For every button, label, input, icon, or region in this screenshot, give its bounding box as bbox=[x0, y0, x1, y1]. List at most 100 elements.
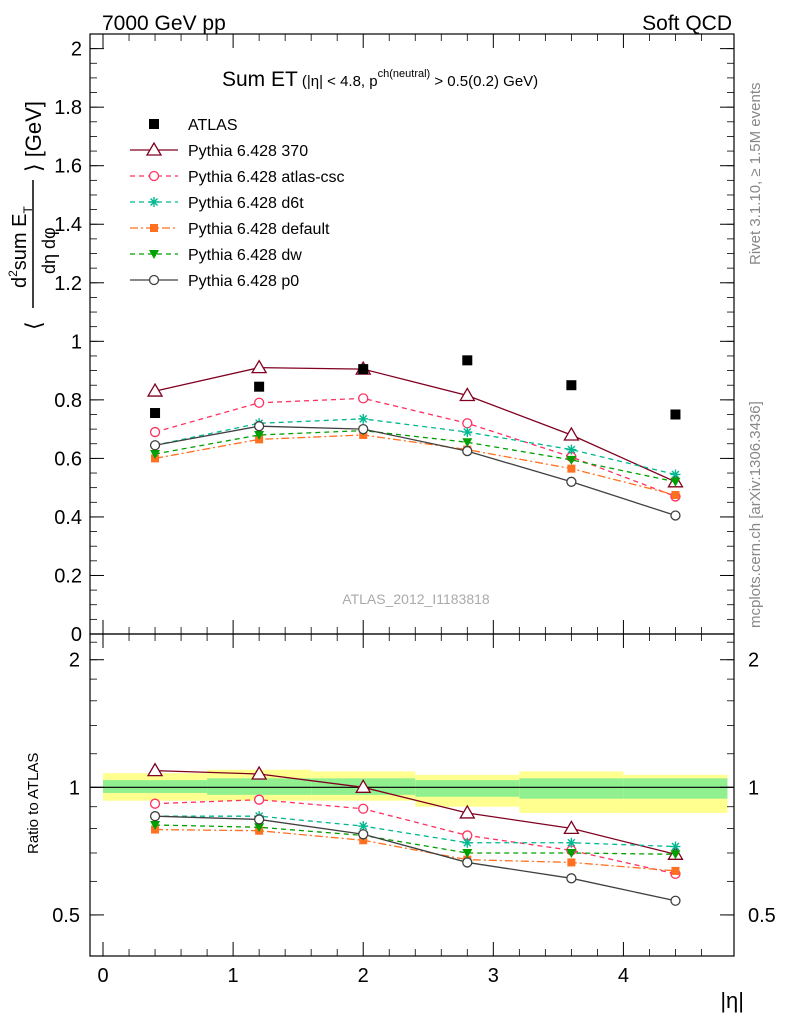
legend-label: ATLAS bbox=[188, 117, 238, 134]
ratio-band-inner bbox=[207, 778, 312, 795]
ratio-ytick-label: 1 bbox=[69, 777, 80, 799]
mc-marker-main bbox=[566, 455, 577, 465]
mc-marker-ratio bbox=[459, 804, 476, 819]
atlas-data-point bbox=[358, 364, 369, 375]
plot-title: Sum ET (|η| < 4.8, pch(neutral) > 0.5(0.2… bbox=[222, 68, 538, 91]
ylabel-num-sub: T bbox=[21, 206, 35, 214]
ylabel-num-sup: 2 bbox=[6, 270, 20, 277]
mc-line-main bbox=[154, 418, 676, 476]
mc-marker-main bbox=[566, 476, 577, 487]
main-ylabel: ⟨ d2sum ET dη dφ ⟩ [GeV] bbox=[6, 101, 59, 330]
legend-label: Pythia 6.428 370 bbox=[188, 143, 308, 160]
mc-marker-main bbox=[358, 393, 369, 404]
mc-marker-ratio bbox=[253, 794, 265, 805]
main-frame bbox=[89, 33, 735, 635]
mc-line-ratio bbox=[155, 815, 676, 902]
title-cut: (|η| < 4.8, p bbox=[302, 73, 378, 90]
legend-label: Pythia 6.428 default bbox=[188, 221, 330, 238]
star-stroke bbox=[671, 470, 680, 479]
mc-marker-ratio bbox=[670, 850, 681, 860]
mc-line-ratio bbox=[155, 824, 676, 855]
main-ytick-label: 1 bbox=[71, 331, 82, 353]
title-main: Sum ET bbox=[222, 68, 298, 91]
legend-label: Pythia 6.428 p0 bbox=[188, 273, 299, 290]
mc-marker-ratio bbox=[146, 762, 164, 777]
mc-marker-ratio bbox=[567, 858, 576, 867]
mc-marker-main bbox=[149, 440, 161, 451]
mc-line-ratio bbox=[155, 828, 676, 872]
legend-label: Pythia 6.428 dw bbox=[188, 247, 302, 264]
mc-marker-main bbox=[671, 490, 680, 499]
mc-marker-ratio bbox=[358, 829, 369, 840]
star-stroke bbox=[567, 445, 576, 454]
mc-marker-main bbox=[146, 382, 164, 397]
ratio-ytick-label: 2 bbox=[69, 650, 80, 672]
mc-marker-main bbox=[670, 477, 681, 487]
legend-label: Pythia 6.428 d6t bbox=[188, 195, 304, 212]
mc-marker-ratio bbox=[254, 823, 265, 833]
mc-marker-ratio bbox=[670, 841, 681, 852]
mc-marker-main bbox=[462, 418, 473, 429]
star-stroke bbox=[463, 838, 472, 847]
ratio-band-inner bbox=[519, 778, 624, 799]
mc-marker-ratio bbox=[462, 837, 473, 848]
xtick-label: 1 bbox=[228, 965, 239, 987]
mc-marker-main bbox=[462, 445, 473, 457]
ratio-ytick-label-right: 1 bbox=[748, 777, 759, 799]
mc-marker-main bbox=[566, 444, 577, 455]
main-ytick-label: 0.2 bbox=[54, 565, 82, 587]
mc-marker-ratio bbox=[462, 857, 473, 868]
mc-line-main bbox=[154, 434, 676, 496]
mc-marker-main bbox=[462, 427, 473, 438]
mc-marker-main bbox=[149, 426, 161, 438]
main-ytick-label: 2 bbox=[71, 39, 82, 61]
mc-marker-main bbox=[358, 413, 369, 424]
main-panel: 0 0.2 0.4 0.6 0.8 1 1.2 1.4 1.6 1.8 2 bbox=[54, 33, 735, 646]
legend-marker bbox=[148, 170, 160, 182]
mc-marker-main bbox=[254, 430, 265, 440]
mc-marker-ratio bbox=[566, 873, 577, 884]
legend-marker bbox=[145, 141, 163, 156]
title-sup: ch(neutral) bbox=[378, 68, 431, 80]
star-stroke bbox=[150, 198, 158, 206]
mc-marker-ratio bbox=[670, 895, 681, 906]
main-ytick-label: 0.4 bbox=[54, 507, 82, 529]
title-tail: > 0.5(0.2) GeV) bbox=[430, 73, 538, 90]
atlas-data-point bbox=[566, 380, 577, 391]
main-ytick-label: 0.6 bbox=[54, 448, 82, 470]
main-ytick-label: 1.2 bbox=[54, 273, 82, 295]
mc-marker-ratio bbox=[250, 765, 268, 780]
atlas-data-point bbox=[462, 355, 473, 366]
legend-marker bbox=[148, 274, 160, 286]
ratio-panel: 0.5 0.5 1 1 2 2 0 1 2 3 4 bbox=[52, 633, 776, 987]
legend-marker bbox=[149, 119, 159, 129]
star-stroke bbox=[671, 842, 680, 851]
mc-marker-main bbox=[150, 450, 161, 459]
main-ytick-label: 1.4 bbox=[54, 214, 82, 236]
mcplots-label: mcplots.cern.ch [arXiv:1306.3436] bbox=[747, 401, 764, 628]
mc-marker-ratio bbox=[149, 798, 161, 809]
mc-marker-main bbox=[253, 397, 265, 408]
ratio-band-inner bbox=[623, 778, 728, 799]
ratio-band-inner bbox=[415, 780, 520, 797]
mc-marker-main bbox=[670, 510, 681, 521]
ylabel-numerator: d2sum ET bbox=[6, 206, 35, 289]
process-label: Soft QCD bbox=[642, 12, 732, 35]
star-stroke bbox=[359, 414, 368, 423]
legend-marker bbox=[149, 250, 159, 259]
mc-line-main bbox=[154, 367, 676, 483]
atlas-data-point bbox=[150, 408, 161, 419]
analysis-watermark: ATLAS_2012_I1183818 bbox=[342, 591, 490, 607]
main-ytick-label: 1.6 bbox=[54, 156, 82, 178]
energy-label: 7000 GeV pp bbox=[102, 12, 226, 35]
ratio-ytick-label: 0.5 bbox=[52, 905, 80, 927]
mc-marker-main bbox=[459, 387, 476, 402]
mc-marker-main bbox=[563, 426, 580, 441]
ylabel-num-d: d bbox=[9, 277, 31, 288]
mc-line-ratio bbox=[155, 815, 676, 848]
legend: ATLAS Pythia 6.428 370 Pythia 6.428 atlas-… bbox=[130, 117, 345, 290]
main-ytick-label: 1.8 bbox=[54, 97, 82, 119]
ratio-frame bbox=[89, 633, 735, 957]
